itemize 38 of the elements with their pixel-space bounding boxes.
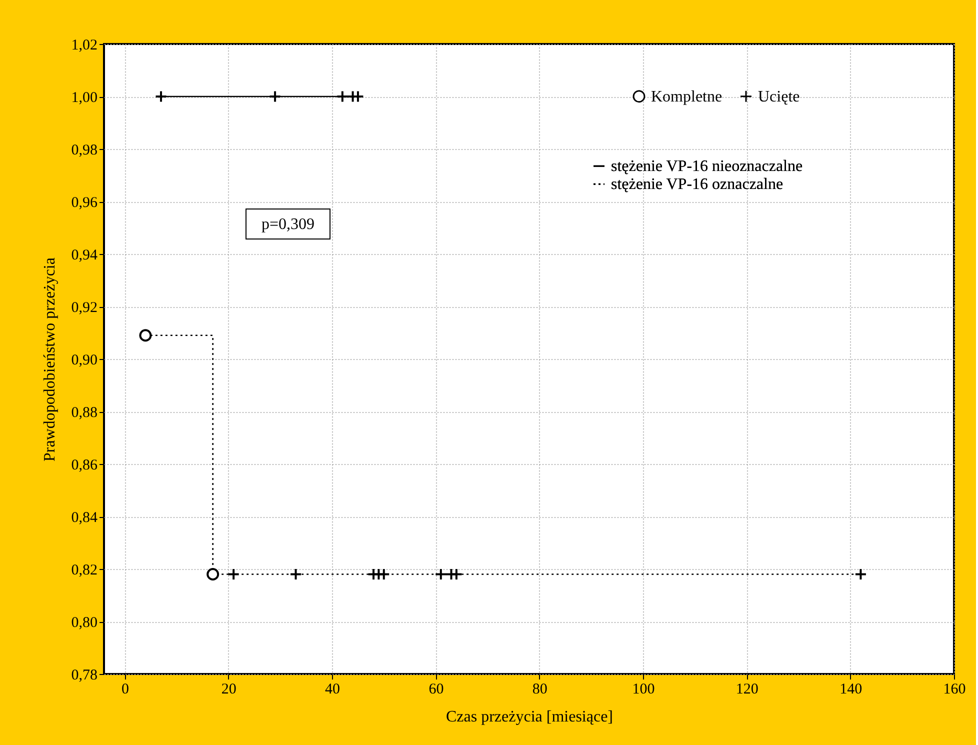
y-tick-label: 0,86 <box>71 458 98 474</box>
y-tick-label: 1,00 <box>71 90 98 106</box>
point <box>336 90 349 103</box>
y-tick-label: 0,96 <box>71 195 98 211</box>
x-tick-label: 20 <box>221 682 236 698</box>
x-tick-label: 100 <box>632 682 655 698</box>
legend-label: Ucięte <box>758 88 800 106</box>
x-tick-label: 160 <box>943 682 966 698</box>
annotation: p=0,309 <box>261 216 315 233</box>
point <box>154 90 168 103</box>
x-tick-label: 60 <box>428 682 444 698</box>
legend-label: stężenie VP-16 nieoznaczalne <box>611 158 803 176</box>
y-tick-label: 0,90 <box>71 352 98 368</box>
y-tick-label: 0,80 <box>71 615 98 631</box>
point <box>854 568 867 580</box>
point <box>290 568 302 580</box>
y-tick-label: 0,82 <box>71 562 98 578</box>
point <box>206 568 220 580</box>
point <box>268 90 282 103</box>
x-tick-label: 0 <box>121 682 129 698</box>
point <box>434 568 448 580</box>
point <box>227 568 240 580</box>
legend-label: stężenie VP-16 oznaczalne <box>611 176 784 194</box>
x-tick-label: 140 <box>840 682 862 698</box>
y-tick-label: 0,78 <box>71 668 98 684</box>
x-tick-label: 80 <box>532 682 548 698</box>
y-tick-label: 0,98 <box>71 142 98 158</box>
y-tick-label: 1,02 <box>71 38 98 54</box>
y-tick-label: 0,94 <box>71 248 98 264</box>
point <box>139 329 152 342</box>
y-tick-label: 0,92 <box>71 300 98 316</box>
x-axis-title: Czas przeżycia [miesiące] <box>446 708 614 726</box>
x-tick-label: 40 <box>325 682 340 698</box>
y-tick-label: 0,88 <box>71 405 98 421</box>
x-tick-label: 120 <box>736 682 758 698</box>
legend-label: Kompletne <box>651 88 722 106</box>
y-tick-label: 0,84 <box>71 510 98 526</box>
y-axis-title: Prawdopodobieństwo przeżycia <box>41 258 58 462</box>
